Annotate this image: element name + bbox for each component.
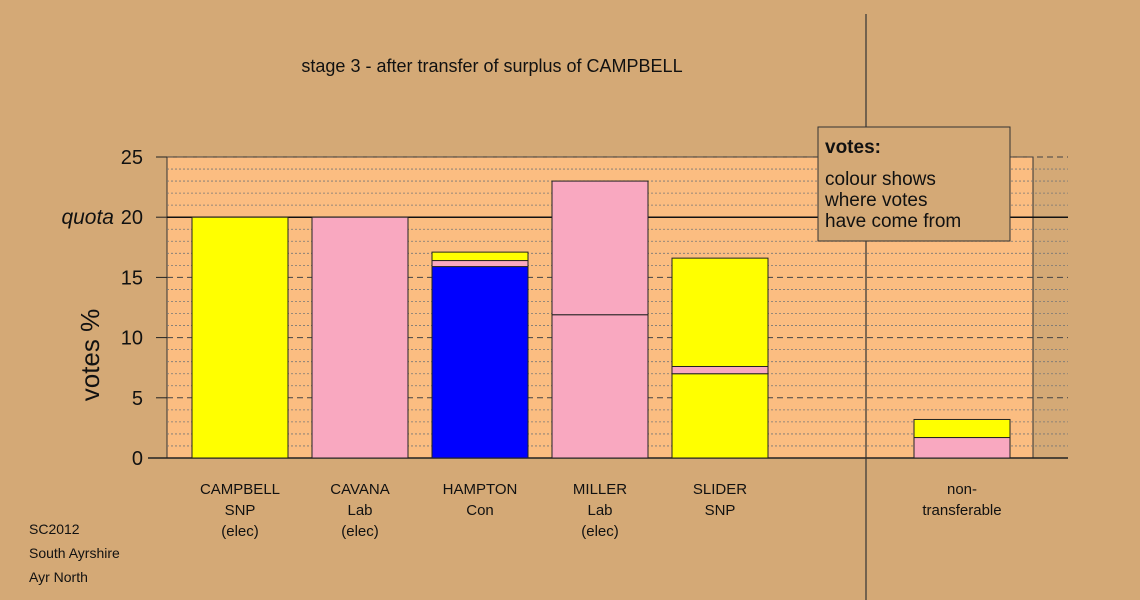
legend-text: where votes [824,190,927,211]
x-category-label: (elec) [581,523,619,540]
footer-year: SC2012 [29,521,80,537]
legend-text: colour shows [825,169,936,190]
bar-segment [551,314,649,459]
x-category-label: (elec) [341,523,379,540]
bar-segment [671,257,769,367]
x-category-label: transferable [922,502,1001,519]
bar-segment [671,365,769,375]
x-category-label: HAMPTON [443,481,518,498]
legend-box [817,126,1011,242]
x-category-label: MILLER [573,481,627,498]
y-tick-label: 0 [132,448,143,470]
x-category-label: SNP [225,502,256,519]
x-category-label: Lab [587,502,612,519]
legend-title: votes: [825,137,881,158]
x-category-label: SNP [705,502,736,519]
bar-segment [431,251,529,262]
bar-segment [913,437,1011,459]
chart-title: stage 3 - after transfer of surplus of C… [301,56,682,76]
footer-council: South Ayrshire [29,545,120,561]
y-tick-label: 15 [121,267,143,289]
legend-text: have come from [825,211,961,232]
x-category-label: CAVANA [330,481,389,498]
x-category-label: (elec) [221,523,259,540]
bar-segment [191,216,289,459]
quota-label: quota [61,206,114,229]
y-tick-label: 20 [121,207,143,229]
y-axis-label: votes % [75,309,105,402]
x-category-label: Con [466,502,494,519]
x-category-label: SLIDER [693,481,747,498]
footer-ward: Ayr North [29,569,88,585]
x-category-label: non- [947,481,977,498]
bar-segment [431,266,529,459]
x-category-label: Lab [347,502,372,519]
bar-segment [913,418,1011,439]
bar-segment [311,216,409,459]
x-category-label: CAMPBELL [200,481,280,498]
y-tick-label: 10 [121,328,143,350]
bar-segment [671,373,769,459]
bar-segment [551,180,649,316]
y-tick-label: 5 [132,388,143,410]
bar-segment [431,260,529,268]
y-tick-label: 25 [121,147,143,169]
